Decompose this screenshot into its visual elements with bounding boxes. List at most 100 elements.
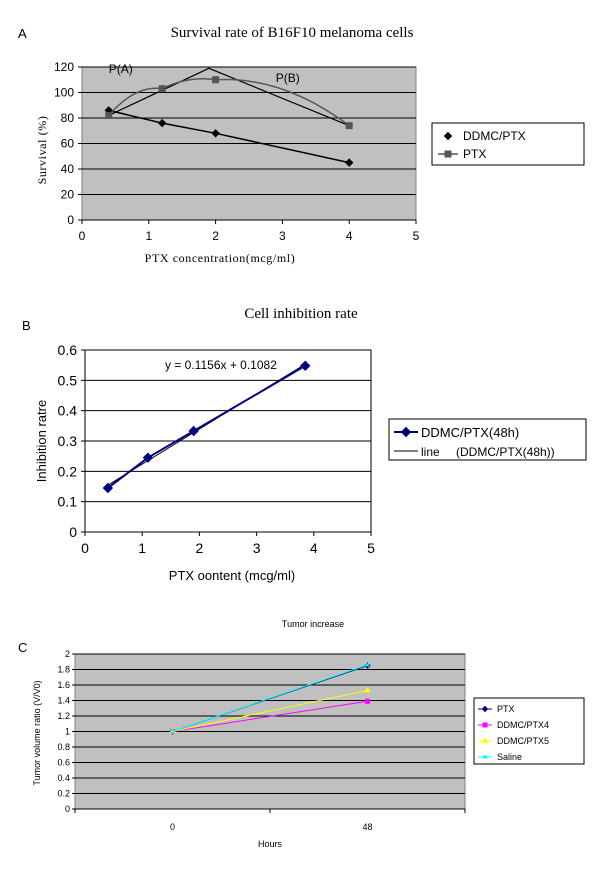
chart-c-legend-marker (482, 754, 488, 760)
chart-b-x-tick-label: 2 (196, 540, 204, 556)
chart-b-title: Cell inhibition rate (244, 306, 358, 322)
chart-c-x-tick-label: 0 (170, 822, 175, 832)
chart-c-gridlines (75, 653, 465, 810)
chart-a-legend-marker (443, 131, 453, 141)
panel-label-c: C (18, 640, 27, 655)
chart-c-y-tick-label: 0.8 (57, 742, 70, 752)
chart-a-annotation: P(A) (109, 62, 133, 76)
chart-b-y-tick-label: 0 (69, 524, 77, 540)
chart-c-legend-marker (482, 722, 488, 728)
chart-c-series-line (172, 700, 368, 732)
chart-b-legend-items: DDMC/PTX(48h) line (DDMC/PTX(48h)) (394, 425, 555, 459)
chart-a-peak-polyline (108, 67, 350, 127)
chart-a-legend-marker (444, 150, 452, 158)
chart-b-point (102, 482, 114, 494)
chart-b-y-tick-label: 0.5 (58, 372, 78, 388)
chart-b-legend-trend-suffix: (DDMC/PTX(48h)) (456, 445, 555, 459)
chart-a-x-label: PTX concentration(mcg/ml) (145, 251, 296, 265)
chart-b-x-tick-label: 1 (138, 540, 146, 556)
chart-a-point-ddmc (344, 158, 354, 167)
chart-a-x-tick-label: 4 (346, 229, 353, 243)
chart-a-point-ptx (345, 122, 353, 130)
chart-a-y-tick-label: 80 (61, 111, 75, 125)
chart-c-legend-label: Saline (497, 752, 522, 762)
chart-c-point (364, 686, 371, 693)
chart-c-y-tick-label: 2 (65, 649, 70, 659)
chart-a-y-tick-label: 0 (67, 213, 74, 227)
chart-a-x-tick-label: 1 (145, 229, 152, 243)
chart-a-annotation: P(B) (276, 71, 300, 85)
chart-c-legend-marker (481, 705, 489, 713)
chart-a-x-tick-label: 3 (279, 229, 286, 243)
chart-c-y-tick-label: 0.4 (57, 773, 70, 783)
chart-a-y-tick-label: 120 (54, 60, 74, 74)
chart-a-y-tick-label: 20 (61, 188, 75, 202)
chart-a-x-ticks: 0 1 2 3 4 5 (79, 220, 420, 243)
chart-c-point-b (365, 662, 370, 667)
chart-b: Cell inhibition rate 0 0.1 0.2 0.3 0.4 0.5 0.6… (34, 306, 587, 583)
chart-b-x-ticks: 0 1 2 3 4 5 (81, 532, 375, 556)
chart-b-point (188, 425, 199, 437)
chart-c-series (169, 662, 371, 735)
chart-b-y-tick-label: 0.2 (58, 463, 78, 479)
chart-c-x-label: Hours (258, 839, 283, 849)
chart-b-y-tick-label: 0.1 (58, 494, 78, 510)
chart-b-x-tick-label: 3 (253, 540, 261, 556)
chart-a-point-ptx (105, 111, 113, 119)
chart-b-x-label: PTX oontent (mcg/ml) (169, 568, 295, 583)
chart-a: Survival rate of B16F10 melanoma cells 0… (35, 25, 585, 265)
chart-c-y-tick-label: 1.2 (57, 711, 70, 721)
chart-a-y-tick-label: 100 (54, 86, 74, 100)
chart-c-point (365, 662, 370, 667)
chart-c-y-tick-label: 0.2 (57, 789, 70, 799)
chart-b-x-tick-label: 4 (310, 540, 318, 556)
chart-b-x-tick-label: 5 (367, 540, 375, 556)
chart-b-legend (388, 418, 587, 461)
chart-c-y-tick-label: 1.6 (57, 680, 70, 690)
chart-c-y-tick-label: 1 (65, 727, 70, 737)
chart-a-y-tick-label: 40 (61, 162, 75, 176)
chart-c-legend-label: DDMC/PTX5 (497, 736, 549, 746)
chart-a-point-ddmc (211, 129, 220, 138)
chart-c-legend-items: PTX DDMC/PTX4 DDMC/PTX5 Saline (478, 704, 549, 762)
chart-b-legend-label: DDMC/PTX(48h) (421, 425, 519, 440)
chart-c-title: Tumor increase (282, 619, 344, 629)
chart-a-y-tick-label: 60 (61, 137, 75, 151)
chart-c-series-line (172, 689, 368, 732)
chart-c-y-ticks: 0 0.2 0.4 0.6 0.8 1 1.2 1.4 1.6 1.8 2 (57, 649, 75, 814)
chart-a-peak-line (108, 67, 350, 127)
chart-c-point (170, 729, 175, 734)
chart-b-series (102, 360, 311, 494)
chart-c-legend-marker-b (482, 754, 488, 760)
chart-a-title: Survival rate of B16F10 melanoma cells (171, 25, 414, 41)
chart-c-point (365, 698, 370, 704)
chart-c-y-label: Tumor volume ratio (V/V0) (32, 680, 42, 785)
chart-b-y-tick-label: 0.6 (58, 342, 78, 358)
chart-c-y-tick-label: 0.6 (57, 758, 70, 768)
chart-a-x-tick-label: 0 (79, 229, 86, 243)
chart-b-y-ticks: 0 0.1 0.2 0.3 0.4 0.5 0.6 (58, 342, 85, 540)
chart-c: Tumor increase 0 0.2 0.4 0.6 0.8 1 1.2 1.4 1.6 1.… (32, 619, 585, 849)
chart-a-y-ticks: 0 20 40 60 80 100 120 (54, 60, 82, 227)
chart-c-legend-label: DDMC/PTX4 (497, 720, 549, 730)
chart-c-point-b (170, 729, 175, 734)
chart-b-legend-trend-label: line (421, 445, 440, 459)
chart-b-y-tick-label: 0.3 (58, 433, 78, 449)
chart-a-legend-label: PTX (463, 147, 486, 161)
chart-c-legend (473, 697, 585, 765)
chart-b-y-label: Inhibition ratre (34, 400, 49, 482)
chart-c-x-tick-label: 48 (362, 822, 372, 832)
chart-c-y-tick-label: 1.8 (57, 665, 70, 675)
chart-b-x-tick-label: 0 (81, 540, 89, 556)
chart-c-y-tick-label: 0 (65, 804, 70, 814)
chart-c-x-ticks: 0 48 (74, 809, 466, 832)
chart-a-legend-label: DDMC/PTX (463, 129, 526, 143)
chart-b-point (300, 360, 311, 371)
chart-a-x-tick-label: 2 (212, 229, 219, 243)
chart-a-series (104, 76, 354, 167)
chart-b-point (142, 452, 154, 463)
chart-a-legend-items: DDMC/PTX PTX (438, 129, 526, 161)
panel-label-b: B (22, 318, 31, 333)
chart-a-y-label: Survival (%) (35, 116, 49, 185)
